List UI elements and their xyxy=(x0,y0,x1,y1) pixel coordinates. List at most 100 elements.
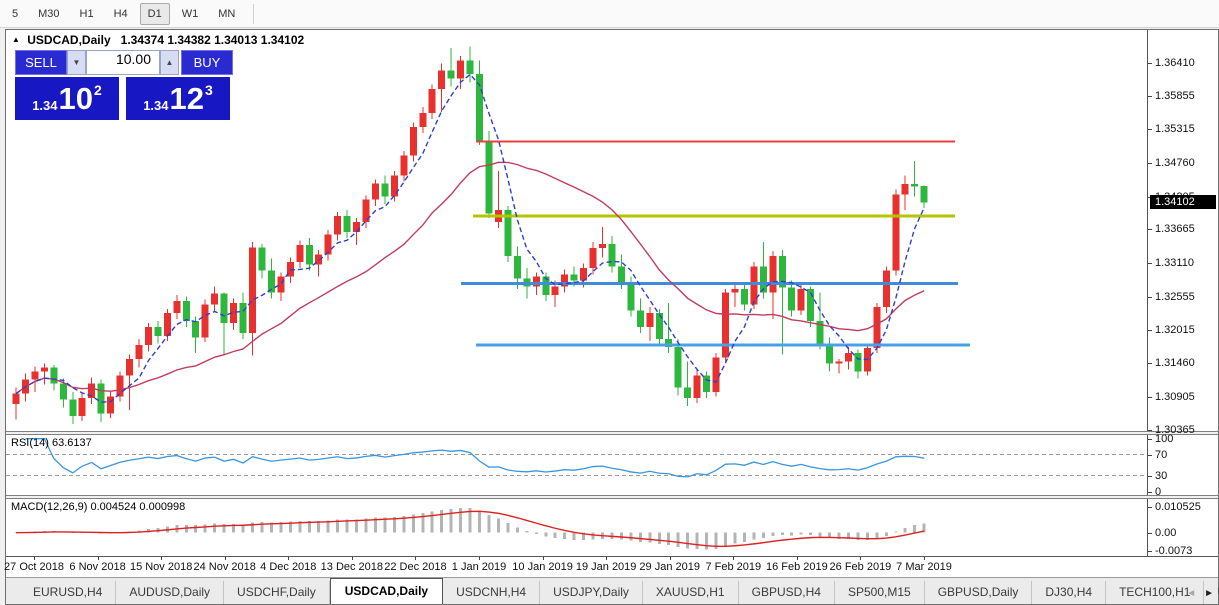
price-tick-label: 1.30365 xyxy=(1155,423,1195,436)
price-tick-label: 1.30905 xyxy=(1155,391,1195,404)
date-tick-mark xyxy=(288,557,290,561)
tab-dj30-h4[interactable]: DJ30,H4 xyxy=(1032,581,1107,605)
macd-axis[interactable]: 0.010525 0.00 -0.0073 xyxy=(1147,499,1218,557)
price-axis[interactable]: 1.34102 1.364101.358551.353151.347601.34… xyxy=(1147,30,1218,436)
rsi-tick-label: 30 xyxy=(1155,469,1168,482)
pane-splitter-1[interactable] xyxy=(6,431,1218,436)
date-tick-label: 29 Jan 2019 xyxy=(639,561,700,574)
time-axis[interactable]: 27 Oct 2018 6 Nov 2018 15 Nov 2018 24 Nov 2… xyxy=(4,556,1218,578)
price-tick-mark xyxy=(1148,363,1152,365)
rsi-tick-label: 100 xyxy=(1155,432,1174,445)
timeframe-toolbar: 5 M30 H1 H4 D1 W1 MN xyxy=(0,0,1219,28)
volume-input[interactable]: 10.00 xyxy=(86,50,160,75)
rsi-tick-mark xyxy=(1148,475,1152,477)
date-tick-mark xyxy=(415,557,417,561)
date-tick-mark xyxy=(733,557,735,561)
date-tick-mark xyxy=(796,557,798,561)
macd-plot[interactable]: MACD(12,26,9) 0.004524 0.000998 xyxy=(6,499,1147,557)
macd-canvas[interactable] xyxy=(6,499,1147,556)
date-tick-mark xyxy=(97,557,99,561)
date-tick-label: 15 Nov 2018 xyxy=(129,561,193,574)
tab-scroll-controls: ◄ ► xyxy=(1186,588,1214,599)
tab-scroll-left-icon[interactable]: ◄ xyxy=(1186,588,1197,600)
main-price-pane: ▲ USDCAD,Daily 1.34374 1.34382 1.34013 1… xyxy=(6,30,1218,436)
timeframe-button-h4[interactable]: H4 xyxy=(113,7,128,20)
macd-tick-label: -0.0073 xyxy=(1155,544,1193,557)
one-click-trade-panel: SELL ▼ 10.00 ▲ BUY 1.34 10 2 xyxy=(15,50,233,120)
tab-gbpusd-h4[interactable]: GBPUSD,H4 xyxy=(739,581,835,605)
tab-ukoil[interactable]: UKOil, xyxy=(1204,581,1219,604)
tab-tech100-h1[interactable]: TECH100,H1 xyxy=(1106,581,1205,605)
candlestick-canvas[interactable] xyxy=(6,30,1147,431)
rsi-tick-label: 0 xyxy=(1155,485,1162,498)
price-tick-mark xyxy=(1148,96,1152,98)
rsi-tick-mark xyxy=(1148,438,1152,440)
date-tick-label: 19 Jan 2019 xyxy=(575,561,637,574)
volume-increase-button[interactable]: ▲ xyxy=(160,50,179,75)
volume-decrease-button[interactable]: ▼ xyxy=(67,50,86,75)
date-tick-label: 24 Nov 2018 xyxy=(193,561,256,574)
timeframe-button-5[interactable]: 5 xyxy=(12,7,19,20)
current-price-tag: 1.34102 xyxy=(1150,194,1216,209)
date-tick-mark xyxy=(479,557,480,561)
timeframe-button-m30[interactable]: M30 xyxy=(38,7,60,20)
price-tick-mark xyxy=(1148,397,1152,399)
price-tick-mark xyxy=(1148,296,1152,298)
tab-sp500-m15[interactable]: SP500,M15 xyxy=(835,581,925,605)
buy-price-base: 1.34 xyxy=(143,98,169,113)
macd-tick-mark xyxy=(1148,550,1152,552)
price-tick-label: 1.33110 xyxy=(1155,257,1194,270)
timeframe-button-d1[interactable]: D1 xyxy=(139,2,170,25)
rsi-axis[interactable]: 100 70 30 0 xyxy=(1147,432,1218,498)
spinner-down-icon: ▼ xyxy=(72,58,81,67)
sell-price-button[interactable]: 1.34 10 2 xyxy=(15,77,119,120)
date-tick-label: 22 Dec 2018 xyxy=(384,561,447,574)
tab-usdjpy-daily[interactable]: USDJPY,Daily xyxy=(540,581,643,605)
timeframe-button-h1[interactable]: H1 xyxy=(79,7,94,20)
pane-splitter-2[interactable] xyxy=(6,495,1218,500)
tab-audusd-daily[interactable]: AUDUSD,Daily xyxy=(116,581,225,605)
buy-price-button[interactable]: 1.34 12 3 xyxy=(126,77,230,120)
tab-usdchf-daily[interactable]: USDCHF,Daily xyxy=(224,581,330,605)
sell-price-sup: 2 xyxy=(94,82,102,98)
price-tick-label: 1.36410 xyxy=(1155,56,1195,69)
price-tick-mark xyxy=(1148,129,1152,131)
tab-eurusd-h4[interactable]: EURUSD,H4 xyxy=(20,581,117,605)
price-tick-label: 1.34760 xyxy=(1155,156,1195,169)
rsi-plot[interactable]: RSI(14) 63.6137 xyxy=(6,435,1147,496)
timeframe-button-w1[interactable]: W1 xyxy=(181,7,199,20)
rsi-canvas[interactable] xyxy=(6,435,1147,495)
collapse-arrow-icon[interactable]: ▲ xyxy=(12,35,20,44)
tab-usdcad-daily[interactable]: USDCAD,Daily xyxy=(329,578,444,605)
symbol-tab-bar: EURUSD,H4 AUDUSD,Daily USDCHF,Daily USDCAD,… xyxy=(6,577,1219,605)
sell-button[interactable]: SELL xyxy=(15,50,67,75)
tab-gbpusd-daily[interactable]: GBPUSD,Daily xyxy=(925,581,1033,605)
macd-tick-label: 0.00 xyxy=(1155,526,1177,539)
date-tick-label: 10 Jan 2019 xyxy=(512,561,573,574)
buy-button[interactable]: BUY xyxy=(181,50,233,75)
macd-tick-label: 0.010525 xyxy=(1155,501,1201,514)
sell-price-base: 1.34 xyxy=(32,98,58,113)
rsi-tick-mark xyxy=(1148,491,1152,493)
tab-xauusd-h1[interactable]: XAUUSD,H1 xyxy=(643,581,739,605)
date-tick-mark xyxy=(161,557,163,561)
macd-tick-mark xyxy=(1148,507,1152,509)
chart-title: ▲ USDCAD,Daily 1.34374 1.34382 1.34013 1… xyxy=(12,33,304,47)
chart-window: ▲ USDCAD,Daily 1.34374 1.34382 1.34013 1… xyxy=(4,29,1219,605)
rsi-tick-label: 70 xyxy=(1155,448,1168,461)
date-tick-label: 26 Feb 2019 xyxy=(829,561,892,574)
buy-price-big: 12 xyxy=(169,81,204,116)
price-tick-mark xyxy=(1148,162,1152,164)
date-tick-mark xyxy=(224,557,226,561)
tab-scroll-right-icon[interactable]: ► xyxy=(1204,588,1214,600)
timeframe-button-mn[interactable]: MN xyxy=(218,7,236,20)
chart-ohlc-values: 1.34374 1.34382 1.34013 1.34102 xyxy=(120,33,305,47)
toolbar-separator xyxy=(253,3,255,24)
date-tick-mark xyxy=(34,557,35,561)
tab-usdcnh-h4[interactable]: USDCNH,H4 xyxy=(443,581,541,605)
main-chart-plot[interactable]: ▲ USDCAD,Daily 1.34374 1.34382 1.34013 1… xyxy=(6,30,1147,432)
price-tick-mark xyxy=(1148,229,1152,231)
rsi-indicator-label: RSI(14) 63.6137 xyxy=(11,437,92,450)
date-tick-mark xyxy=(542,557,544,561)
date-tick-label: 7 Mar 2019 xyxy=(896,561,952,574)
